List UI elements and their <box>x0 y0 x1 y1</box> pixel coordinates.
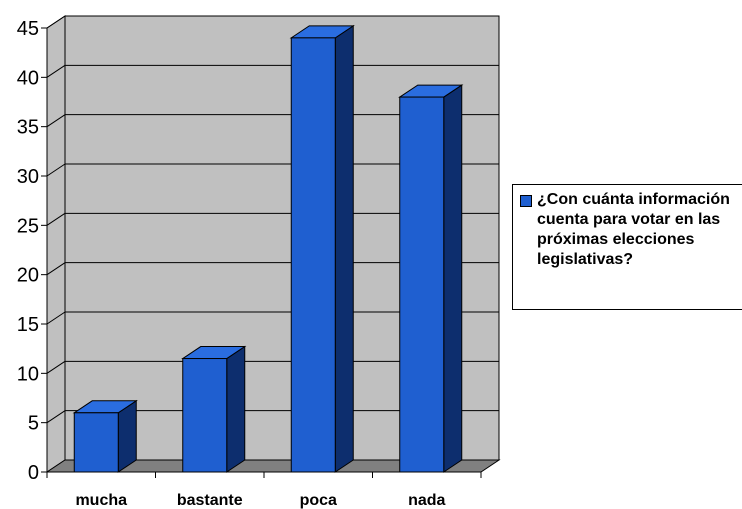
legend: ¿Con cuánta información cuenta para vota… <box>512 184 742 310</box>
bar-front <box>182 358 228 473</box>
y-tick-label: 10 <box>17 363 39 385</box>
legend-label: ¿Con cuánta información cuenta para vota… <box>537 191 730 268</box>
gridline-side <box>46 114 66 128</box>
gridline-side <box>46 15 66 29</box>
side-wall <box>46 15 66 473</box>
x-category-label: nada <box>408 492 445 509</box>
bar <box>181 345 247 473</box>
bar <box>398 84 464 473</box>
bar-side <box>443 84 463 473</box>
bar-side <box>226 345 246 473</box>
gridline-side <box>46 64 66 78</box>
bar-front <box>399 96 445 473</box>
y-tick-label: 0 <box>28 462 39 484</box>
y-axis-ticks: 0 5 10 15 20 25 30 35 40 45 <box>17 18 48 484</box>
gridline-side <box>46 163 66 177</box>
x-category-label: mucha <box>75 492 127 509</box>
gridline-side <box>46 262 66 276</box>
bar-side <box>334 24 354 473</box>
gridline-side <box>46 212 66 226</box>
x-category-label: bastante <box>177 492 243 509</box>
y-tick-label: 35 <box>17 117 39 139</box>
bar <box>289 24 355 473</box>
y-tick-label: 20 <box>17 265 39 287</box>
y-tick-label: 5 <box>28 413 39 435</box>
y-tick-label: 40 <box>17 67 39 89</box>
gridline-side <box>46 360 66 374</box>
y-tick-label: 25 <box>17 215 39 237</box>
legend-swatch <box>520 195 532 207</box>
x-axis-categories: mucha bastante poca nada <box>46 471 482 509</box>
x-category-label: poca <box>300 492 337 509</box>
gridline-side <box>46 410 66 424</box>
bar-front <box>73 412 119 473</box>
bar <box>72 399 138 473</box>
y-tick-label: 15 <box>17 314 39 336</box>
bar-front <box>290 37 336 473</box>
y-tick-label: 30 <box>17 166 39 188</box>
bars <box>72 24 464 473</box>
gridline-side <box>46 311 66 325</box>
y-tick-label: 45 <box>17 18 39 40</box>
